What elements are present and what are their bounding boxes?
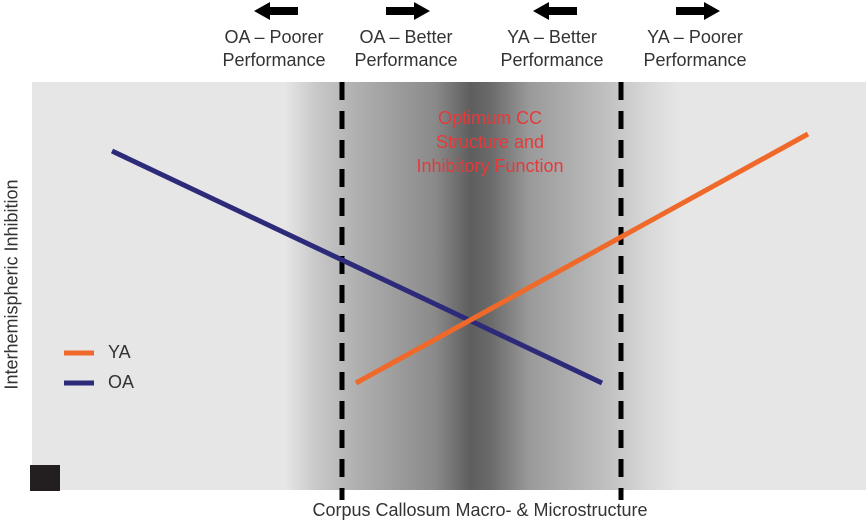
x-axis-label: Corpus Callosum Macro- & Microstructure [312,500,648,520]
corner-square [30,465,60,491]
header-oa-better: OA – Better Performance [354,27,458,70]
arrow-right-icon [386,2,430,20]
header-oa-poorer: OA – Poorer Performance [222,27,326,70]
header-ya-poorer: YA – Poorer Performance [643,27,747,70]
legend-oa-label: OA [108,372,135,392]
oa-line [110,148,604,386]
optimum-region-label: Optimum CC Structure and Inhibitory Func… [416,108,564,176]
header-ya-better: YA – Better Performance [500,27,604,70]
legend-ya-label: YA [108,342,131,362]
arrow-left-icon [533,2,577,20]
arrow-left-icon [254,2,298,20]
optimum-band [285,82,680,490]
y-axis-label: Interhemispheric Inhibition [1,179,22,390]
ya-line [354,131,810,386]
arrow-right-icon [676,2,720,20]
